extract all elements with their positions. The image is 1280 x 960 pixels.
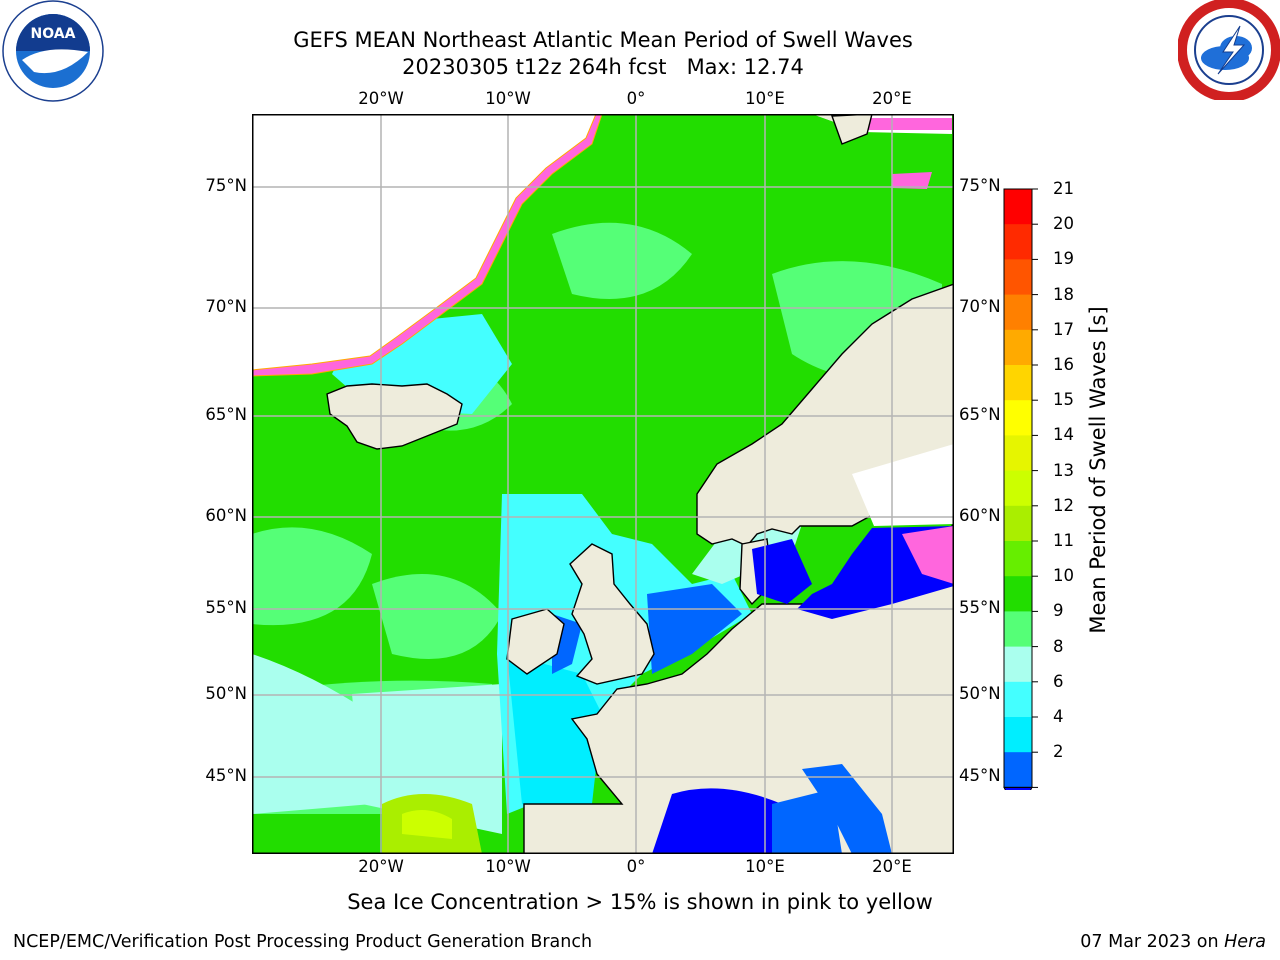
lat-label-right: 65°N: [959, 405, 1001, 424]
graticule: [252, 114, 954, 854]
swell-period-map: [252, 114, 954, 854]
colorbar-segment: [1004, 435, 1032, 472]
colorbar-segment: [1004, 752, 1032, 788]
colorbar-segment: [1004, 576, 1032, 612]
colorbar-segment: [1004, 400, 1032, 436]
colorbar-segment: [1004, 681, 1032, 718]
colorbar-tick-label: 10: [1053, 566, 1074, 586]
lat-label-left: 70°N: [205, 297, 247, 316]
great-britain: [569, 543, 655, 685]
noaa-logo-text: NOAA: [31, 26, 76, 42]
colorbar-segment: [1004, 294, 1032, 331]
lat-label-left: 45°N: [205, 766, 247, 785]
lon-label-top: 20°E: [872, 89, 912, 108]
lat-label-left: 55°N: [205, 598, 247, 617]
lon-label-top: 10°W: [485, 89, 531, 108]
lat-label-left: 50°N: [205, 684, 247, 703]
colorbar-tick-label: 12: [1053, 495, 1074, 515]
colorbar-tick-label: 9: [1053, 601, 1064, 621]
lon-label-bottom: 0°: [626, 857, 646, 876]
colorbar-tick-label: 13: [1053, 460, 1074, 480]
sea-ice-region: [252, 114, 952, 377]
colorbar-tick-label: 19: [1053, 249, 1074, 269]
footer-host: Hera: [1224, 932, 1266, 952]
lon-label-bottom: 10°E: [745, 857, 785, 876]
lat-label-right: 75°N: [959, 176, 1001, 195]
chart-title: GEFS MEAN Northeast Atlantic Mean Period…: [293, 28, 913, 52]
colorbar-segment: [1004, 365, 1032, 401]
colorbar-segment: [1004, 189, 1032, 225]
colorbar-tick-label: 17: [1053, 319, 1074, 339]
colorbar-segment: [1004, 470, 1032, 507]
lon-label-top: 0°: [626, 89, 646, 108]
lon-label-top: 10°E: [745, 89, 785, 108]
colorbar-tick-label: 11: [1053, 531, 1074, 550]
lat-label-left: 65°N: [205, 405, 247, 424]
footer-date-text: 07 Mar 2023 on: [1080, 932, 1225, 952]
noaa-logo: NOAA: [0, 0, 106, 108]
colorbar-tick-label: 20: [1053, 214, 1074, 234]
footer-date: 07 Mar 2023 on Hera: [1080, 932, 1266, 952]
nws-logo: [1177, 0, 1280, 104]
lat-label-right: 55°N: [959, 598, 1001, 617]
lat-label-right: 50°N: [959, 684, 1001, 703]
map-frame: [252, 114, 954, 854]
lon-label-bottom: 20°W: [358, 857, 404, 876]
colorbar-segment: [1004, 541, 1032, 577]
lon-label-bottom: 20°E: [872, 857, 912, 876]
colorbar-tick-label: 6: [1053, 671, 1064, 691]
colorbar-frame: [1003, 188, 1033, 788]
colorbar-segment: [1004, 505, 1032, 542]
colorbar-segments: [1004, 189, 1032, 788]
lat-label-right: 45°N: [959, 766, 1001, 785]
lon-label-top: 20°W: [358, 89, 404, 108]
colorbar-segment: [1004, 717, 1032, 753]
colorbar-tick-label: 2: [1053, 742, 1064, 762]
colorbar-segment: [1004, 646, 1032, 683]
colorbar-tick-label: 16: [1053, 355, 1074, 374]
colorbar: [1003, 188, 1038, 790]
chart-subtitle: 20230305 t12z 264h fcst Max: 12.74: [402, 55, 804, 79]
colorbar-segment: [1004, 329, 1032, 366]
colorbar-tick-label: 4: [1053, 707, 1064, 726]
lon-label-bottom: 10°W: [485, 857, 531, 876]
colorbar-segment: [1004, 224, 1032, 260]
lat-label-right: 70°N: [959, 297, 1001, 316]
colorbar-segment: [1004, 611, 1032, 648]
colorbar-tick-label: 18: [1053, 284, 1074, 304]
colorbar-segment: [1004, 259, 1032, 296]
footer-credit: NCEP/EMC/Verification Post Processing Pr…: [13, 932, 593, 952]
lat-label-right: 60°N: [959, 506, 1001, 525]
lat-label-left: 75°N: [205, 176, 247, 195]
colorbar-tick-label: 14: [1053, 425, 1074, 445]
colorbar-tick-label: 21: [1053, 179, 1074, 198]
colorbar-tick-label: 8: [1053, 636, 1064, 656]
baltic-and-mediterranean: [652, 444, 954, 854]
colorbar-label: Mean Period of Swell Waves [s]: [1086, 306, 1110, 634]
lat-label-left: 60°N: [205, 506, 247, 525]
colorbar-tick-label: 15: [1053, 390, 1074, 410]
sea-ice-caption: Sea Ice Concentration > 15% is shown in …: [347, 890, 933, 914]
